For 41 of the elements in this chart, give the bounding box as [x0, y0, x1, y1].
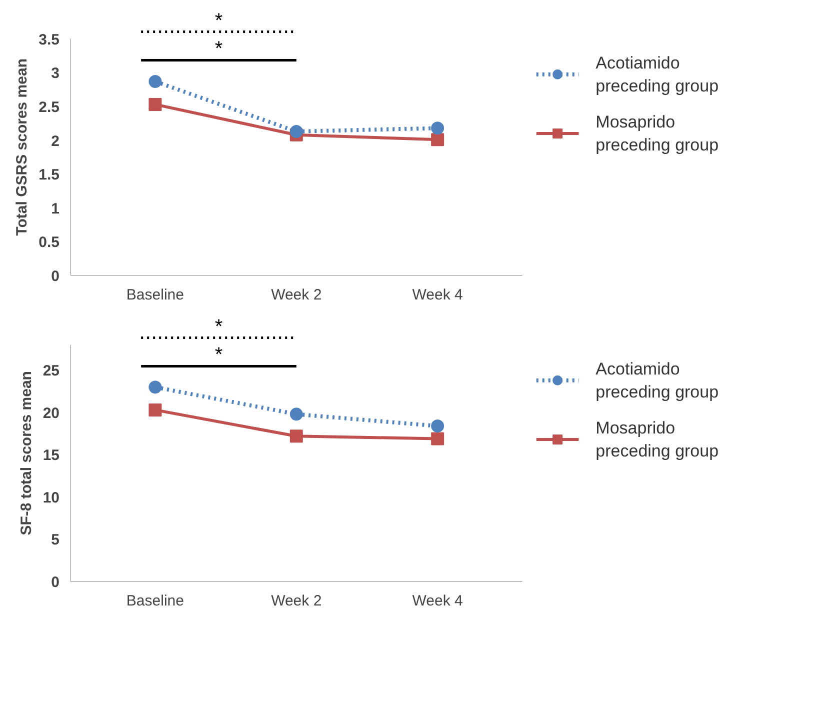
point [431, 432, 444, 446]
y-tick-label: 0 [51, 574, 60, 591]
x-tick-label: Week 2 [271, 592, 322, 610]
annotation: * [214, 344, 223, 366]
y-tick-label: 0 [51, 268, 60, 285]
text: * [214, 10, 223, 32]
y-axis-title: Total GSRS scores mean [14, 58, 31, 236]
point [148, 74, 162, 88]
point [431, 122, 444, 135]
y-tick-label: 20 [42, 404, 60, 422]
y-axis-title: SF-8 total scores mean [18, 371, 35, 536]
y-tick-label: 3 [51, 65, 60, 82]
point [148, 380, 162, 394]
y-tick-label: 5 [51, 532, 60, 549]
x-tick-label: Week 2 [271, 286, 322, 304]
x-tick-label: Baseline [126, 592, 184, 610]
legend-label: Mosaprido preceding group [596, 112, 719, 154]
point [431, 420, 444, 433]
annotation: * [214, 38, 223, 60]
y-tick-label: 2.5 [38, 98, 60, 116]
point [290, 408, 303, 421]
y-tick-label: 25 [42, 362, 60, 380]
text: * [214, 316, 223, 338]
x-tick-label: Baseline [126, 286, 184, 304]
point [148, 98, 162, 111]
point [148, 403, 162, 416]
legend-label: Acotiamido preceding group [596, 359, 719, 402]
y-tick-label: 1.5 [38, 166, 60, 184]
x-tick-label: Week 4 [412, 592, 463, 610]
point [290, 430, 303, 443]
legend-label: Mosaprido preceding group [596, 418, 719, 460]
legend-label: Acotiamido preceding group [596, 53, 719, 96]
y-tick-label: 0.5 [38, 234, 60, 252]
y-tick-label: 15 [42, 447, 60, 464]
y-tick-label: 2 [51, 132, 60, 150]
y-tick-label: 3.5 [38, 31, 60, 48]
point [290, 125, 303, 138]
x-tick-label: Week 4 [412, 286, 463, 304]
y-tick-label: 1 [51, 200, 60, 218]
point [431, 133, 444, 146]
y-tick-label: 10 [42, 489, 60, 506]
